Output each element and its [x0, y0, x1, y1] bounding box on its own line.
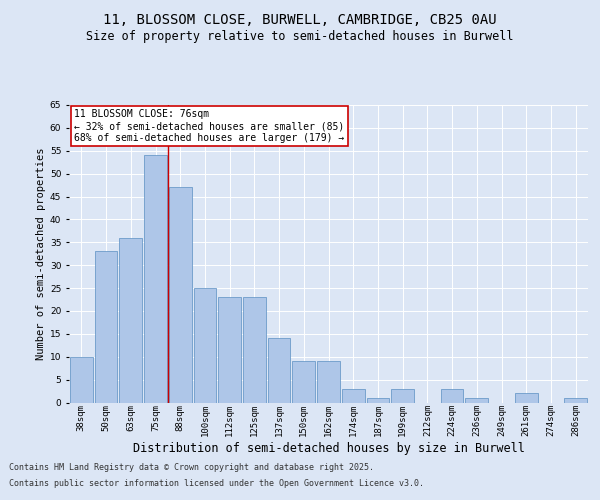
X-axis label: Distribution of semi-detached houses by size in Burwell: Distribution of semi-detached houses by … — [133, 442, 524, 454]
Bar — [564, 398, 587, 402]
Bar — [169, 188, 191, 402]
Y-axis label: Number of semi-detached properties: Number of semi-detached properties — [35, 148, 46, 360]
Bar — [441, 389, 463, 402]
Bar — [218, 297, 241, 403]
Bar — [466, 398, 488, 402]
Text: 11 BLOSSOM CLOSE: 76sqm
← 32% of semi-detached houses are smaller (85)
68% of se: 11 BLOSSOM CLOSE: 76sqm ← 32% of semi-de… — [74, 110, 344, 142]
Text: 11, BLOSSOM CLOSE, BURWELL, CAMBRIDGE, CB25 0AU: 11, BLOSSOM CLOSE, BURWELL, CAMBRIDGE, C… — [103, 12, 497, 26]
Bar — [515, 394, 538, 402]
Bar — [70, 356, 93, 403]
Bar — [317, 362, 340, 403]
Bar — [243, 297, 266, 403]
Bar — [268, 338, 290, 402]
Bar — [391, 389, 414, 402]
Bar — [367, 398, 389, 402]
Bar — [292, 362, 315, 403]
Bar — [342, 389, 365, 402]
Bar — [95, 252, 118, 402]
Bar — [194, 288, 216, 403]
Bar — [119, 238, 142, 402]
Text: Contains public sector information licensed under the Open Government Licence v3: Contains public sector information licen… — [9, 478, 424, 488]
Text: Size of property relative to semi-detached houses in Burwell: Size of property relative to semi-detach… — [86, 30, 514, 43]
Bar — [144, 156, 167, 402]
Text: Contains HM Land Registry data © Crown copyright and database right 2025.: Contains HM Land Registry data © Crown c… — [9, 464, 374, 472]
